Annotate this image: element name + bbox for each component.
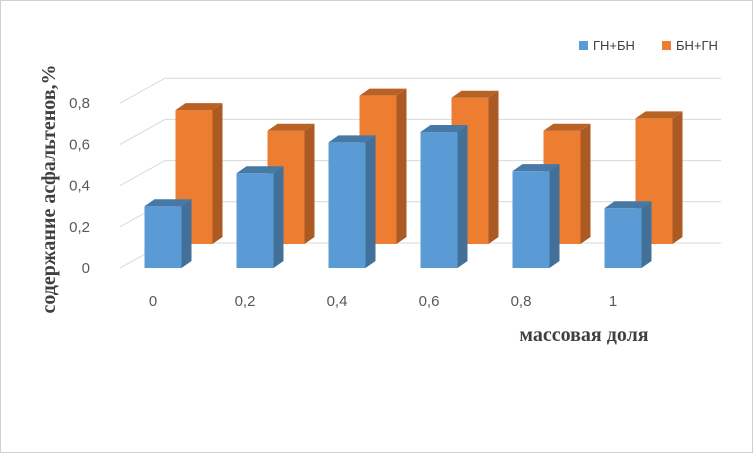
legend-label-series-2: БН+ГН [676, 38, 718, 53]
bar-series-1-top [512, 164, 560, 172]
bar-series-1-side [549, 164, 560, 268]
bar-series-1-front [604, 208, 642, 268]
bar-series-2-top [267, 123, 315, 131]
bar-series-2-top [543, 123, 591, 131]
series-front-bars [144, 125, 652, 268]
bar-series-1 [604, 201, 652, 268]
bar-series-1-front [144, 206, 182, 268]
bar-series-1 [144, 199, 192, 268]
bar-series-1-front [420, 132, 458, 268]
legend-swatch-series-2 [662, 41, 671, 50]
bar-series-2-side [212, 103, 223, 244]
legend-swatch-series-1 [579, 41, 588, 50]
x-axis-title: массовая доля [519, 324, 648, 346]
bar-series-2-side [488, 90, 499, 245]
bar-series-2-side [396, 88, 407, 245]
x-tick-labels: 0 0,2 0,4 0,6 0,8 1 [149, 293, 617, 310]
bar-series-2 [175, 103, 223, 244]
bar-series-2-top [451, 90, 499, 98]
bar-series-1 [328, 135, 376, 268]
bar-series-1-top [420, 125, 468, 133]
x-tick-label: 0,6 [419, 293, 440, 310]
bar-series-1-front [236, 173, 274, 268]
bar-series-1-side [181, 199, 192, 268]
bar-series-2-side [304, 123, 315, 244]
x-tick-label: 0,4 [327, 293, 348, 310]
y-tick-labels: 0 0,2 0,4 0,6 0,8 [69, 95, 90, 277]
bar-series-2-top [175, 103, 223, 111]
bar-series-1-side [273, 166, 284, 268]
legend-label-series-1: ГН+БН [593, 38, 635, 53]
x-tick-label: 0 [149, 293, 157, 310]
bar-series-1-top [604, 201, 652, 209]
gridline [119, 118, 721, 145]
bar-series-1-front [512, 171, 550, 268]
bar-series-1-top [236, 166, 284, 174]
bar-series-1-side [365, 135, 376, 268]
y-tick-label: 0,4 [69, 178, 90, 195]
y-tick-label: 0,8 [69, 95, 90, 112]
bar-series-1-top [144, 199, 192, 207]
y-tick-label: 0,2 [69, 219, 90, 236]
bar-series-1-front [328, 142, 366, 268]
bar-series-1 [512, 164, 560, 268]
x-tick-label: 0,8 [511, 293, 532, 310]
y-axis-title: содержание асфальтенов,% [38, 64, 60, 313]
y-tick-label: 0,6 [69, 136, 90, 153]
bar-series-2-side [672, 111, 683, 244]
bar-series-1 [420, 125, 468, 268]
x-tick-label: 0,2 [235, 293, 256, 310]
bar-series-2-top [635, 111, 683, 119]
bar-series-2-side [580, 123, 591, 244]
bar-series-1-side [457, 125, 468, 268]
bar-series-2-top [359, 88, 407, 96]
bar-series-1-top [328, 135, 376, 143]
bar-series-1 [236, 166, 284, 268]
gridline [119, 77, 721, 104]
x-tick-label: 1 [609, 293, 617, 310]
legend: ГН+БН БН+ГН [579, 38, 718, 53]
y-tick-label: 0 [82, 260, 90, 277]
gridline [119, 160, 721, 187]
bar-series-1-side [641, 201, 652, 268]
